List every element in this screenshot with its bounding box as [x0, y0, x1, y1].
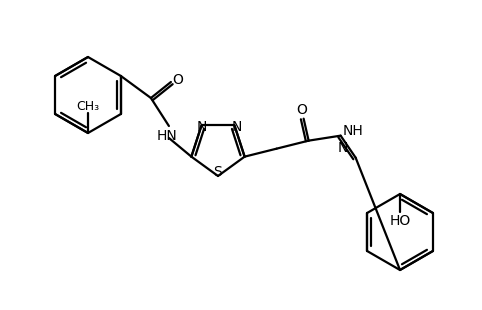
Text: NH: NH: [342, 124, 363, 138]
Text: N: N: [196, 120, 207, 134]
Text: N: N: [231, 120, 241, 134]
Text: HO: HO: [389, 214, 411, 228]
Text: S: S: [214, 165, 222, 179]
Text: HN: HN: [157, 129, 177, 143]
Text: CH₃: CH₃: [77, 100, 100, 113]
Text: O: O: [296, 103, 307, 117]
Text: O: O: [173, 73, 183, 87]
Text: N: N: [337, 141, 348, 155]
